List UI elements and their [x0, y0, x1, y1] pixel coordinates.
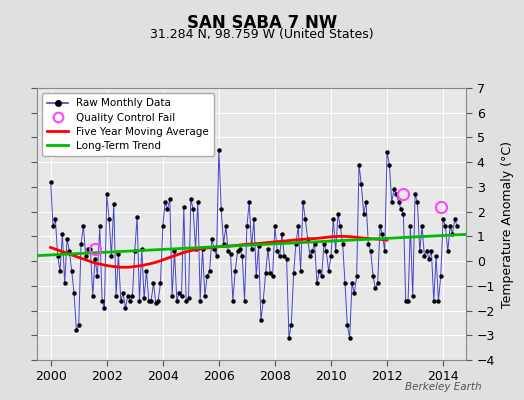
Legend: Raw Monthly Data, Quality Control Fail, Five Year Moving Average, Long-Term Tren: Raw Monthly Data, Quality Control Fail, …	[42, 93, 214, 156]
Text: SAN SABA 7 NW: SAN SABA 7 NW	[187, 14, 337, 32]
Text: 31.284 N, 98.759 W (United States): 31.284 N, 98.759 W (United States)	[150, 28, 374, 41]
Text: Berkeley Earth: Berkeley Earth	[406, 382, 482, 392]
Y-axis label: Temperature Anomaly (°C): Temperature Anomaly (°C)	[501, 140, 514, 308]
